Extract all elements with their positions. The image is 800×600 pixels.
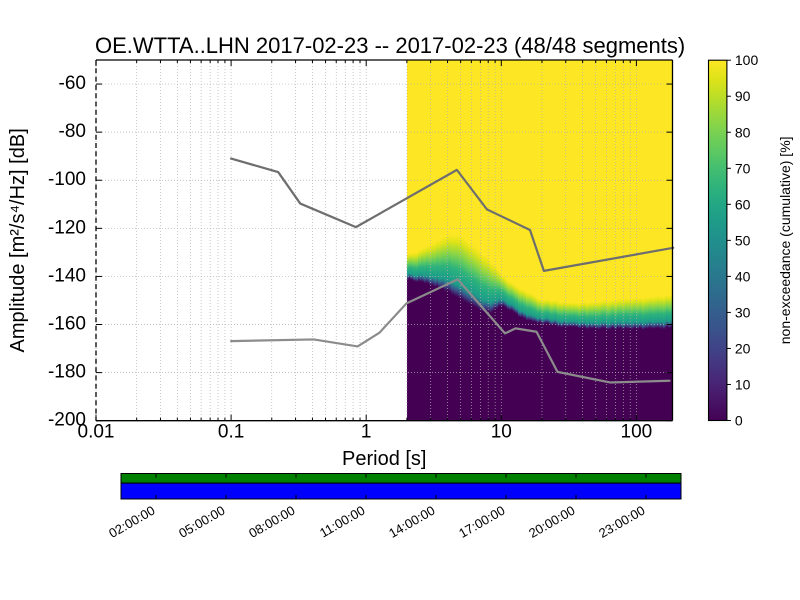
svg-text:20: 20 xyxy=(735,340,751,356)
svg-text:-180: -180 xyxy=(48,362,86,383)
svg-text:0.1: 0.1 xyxy=(218,422,244,443)
svg-text:1: 1 xyxy=(361,422,372,443)
svg-text:-100: -100 xyxy=(48,169,86,190)
svg-text:-60: -60 xyxy=(59,73,86,94)
svg-text:OE.WTTA..LHN 2017-02-23 -- 2: OE.WTTA..LHN 2017-02-23 -- 2017-02-23 (4… xyxy=(95,33,685,58)
svg-text:40: 40 xyxy=(735,268,751,284)
svg-text:Amplitude [m²/s⁴/Hz] [dB]: Amplitude [m²/s⁴/Hz] [dB] xyxy=(7,128,29,352)
svg-text:-120: -120 xyxy=(48,217,86,238)
svg-text:30: 30 xyxy=(735,304,751,320)
svg-text:100: 100 xyxy=(621,422,653,443)
svg-text:10: 10 xyxy=(735,376,751,392)
svg-text:Period [s]: Period [s] xyxy=(342,448,426,470)
svg-text:0: 0 xyxy=(735,413,743,429)
svg-text:-200: -200 xyxy=(48,410,86,431)
svg-text:10: 10 xyxy=(491,422,512,443)
svg-text:100: 100 xyxy=(735,52,759,68)
svg-text:70: 70 xyxy=(735,160,751,176)
svg-text:-140: -140 xyxy=(48,265,86,286)
svg-text:90: 90 xyxy=(735,88,751,104)
svg-text:-80: -80 xyxy=(59,121,86,142)
svg-text:-160: -160 xyxy=(48,314,86,335)
svg-text:80: 80 xyxy=(735,124,751,140)
svg-text:60: 60 xyxy=(735,196,751,212)
svg-text:non-exceedance (cumulative) [%: non-exceedance (cumulative) [%] xyxy=(777,136,793,344)
svg-text:50: 50 xyxy=(735,232,751,248)
